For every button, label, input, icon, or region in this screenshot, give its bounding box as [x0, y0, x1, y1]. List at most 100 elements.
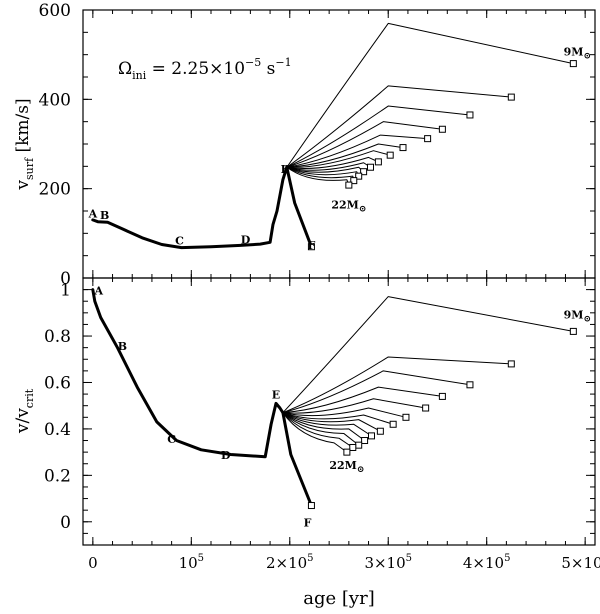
- mass-track-end-marker: [349, 443, 357, 451]
- mass-track-end-marker: [350, 177, 358, 185]
- mass-track-end-marker: [507, 360, 515, 368]
- mass-track-line: [286, 105, 471, 168]
- x-tick-label: 2×105: [266, 553, 314, 572]
- mass-track-end-marker: [355, 172, 363, 180]
- y-tick-label: 1: [60, 281, 71, 301]
- mass-track-line: [282, 412, 365, 441]
- phase-label-f: F: [308, 239, 316, 252]
- mass-track-line: [286, 162, 371, 171]
- mass-track-line: [286, 166, 364, 173]
- phase-label-c: C: [167, 433, 176, 446]
- mass-track-line: [286, 166, 355, 181]
- mass-label: 9M⊙: [564, 308, 591, 324]
- mass-track-line: [282, 412, 394, 425]
- phase-label-d: D: [221, 449, 231, 462]
- bottom-ylabel-sub: crit: [23, 388, 36, 408]
- mass-track-end-marker: [343, 448, 351, 456]
- mass-track-line: [286, 121, 443, 168]
- mass-track-line: [286, 166, 360, 177]
- mass-label: 9M⊙: [564, 45, 591, 61]
- main-track-line: [91, 288, 285, 459]
- x-tick-label: 3×105: [364, 553, 412, 572]
- top-ylabel-units: [km/s]: [13, 98, 33, 152]
- mass-track-end-marker: [360, 168, 368, 176]
- mass-track-line: [282, 356, 512, 414]
- phase-label-b: B: [118, 340, 127, 353]
- y-tick-label: 200: [39, 180, 71, 200]
- phase-label-d: D: [241, 234, 251, 247]
- x-axis-label: age [yr]: [303, 588, 374, 609]
- omega-symbol: Ω: [118, 59, 132, 79]
- mass-track-end-marker: [367, 163, 375, 171]
- mass-track-end-marker: [402, 413, 410, 421]
- f-end-marker: [307, 243, 315, 251]
- mass-track-line: [282, 412, 381, 432]
- mass-track-line: [286, 143, 404, 168]
- mass-track-end-marker: [438, 392, 446, 400]
- chart-marks: 0 105 2×105 3×105 4×105 5×105 0 200 400 600 0 0.2 0.…: [39, 1, 600, 572]
- x-tick-label: 105: [179, 553, 204, 572]
- mass-track-end-marker: [438, 125, 446, 133]
- y-tick-label: 0.6: [44, 373, 71, 393]
- mass-track-line: [286, 134, 428, 168]
- mass-track-end-marker: [345, 181, 353, 189]
- phase-label-a: A: [93, 284, 103, 297]
- svg-text:vsurf [km/s]: vsurf [km/s]: [13, 98, 36, 190]
- x-tick-label: 0: [88, 554, 98, 572]
- mass-track-end-marker: [374, 158, 382, 166]
- bottom-ylabel: v/vcrit: [13, 388, 36, 434]
- y-tick-label: 0: [60, 513, 71, 533]
- mass-track-end-marker: [424, 135, 432, 143]
- mass-track-line: [282, 412, 372, 437]
- mass-track-end-marker: [422, 404, 430, 412]
- phase-label-f: F: [304, 516, 312, 529]
- mass-track-end-marker: [569, 60, 577, 68]
- y-tick-label: 600: [39, 1, 71, 21]
- bottom-ylabel-v: v/v: [13, 408, 33, 434]
- mass-track-line: [286, 156, 379, 169]
- mass-label: 22M⊙: [329, 459, 364, 475]
- phase-label-b: B: [100, 209, 109, 222]
- mass-label: 22M⊙: [331, 198, 366, 214]
- f-branch-line: [285, 165, 313, 249]
- top-ylabel: vsurf [km/s]: [13, 98, 36, 190]
- mass-track-line: [282, 398, 426, 414]
- y-tick-label: 0.2: [44, 466, 71, 486]
- phase-label-a: A: [88, 208, 98, 221]
- mass-track-line: [286, 166, 350, 186]
- mass-track-end-marker: [361, 437, 369, 445]
- omega-eq: = 2.25×10: [146, 59, 245, 79]
- mass-track-end-marker: [386, 151, 394, 159]
- phase-label-c: C: [175, 235, 184, 248]
- y-tick-label: 0.8: [44, 327, 71, 347]
- top-panel-frame: [82, 9, 596, 279]
- omega-annotation: Ωini = 2.25×10−5 s−1: [118, 56, 292, 82]
- phase-label-e: E: [272, 389, 280, 402]
- mass-track-line: [286, 22, 574, 168]
- mass-track-end-marker: [367, 432, 375, 440]
- mass-track-line: [282, 296, 574, 414]
- bottom-panel-frame: [82, 277, 596, 546]
- y-tick-label: 400: [39, 90, 71, 110]
- mass-track-line: [286, 85, 512, 168]
- mass-track-end-marker: [376, 427, 384, 435]
- mass-track-line: [282, 412, 360, 446]
- mass-track-end-marker: [507, 93, 515, 101]
- svg-text:v/vcrit: v/vcrit: [13, 388, 36, 434]
- omega-exp: −5: [245, 56, 261, 69]
- mass-track-line: [286, 150, 391, 168]
- mass-track-line: [282, 370, 471, 414]
- mass-track-line: [282, 386, 443, 414]
- main-track-line: [91, 165, 289, 250]
- f-end-marker: [307, 502, 315, 510]
- mass-track-line: [282, 412, 348, 453]
- top-ylabel-sub: surf: [23, 157, 36, 180]
- omega-unit-exp: −1: [275, 56, 291, 69]
- top-ylabel-v: v: [13, 180, 33, 191]
- y-tick-label: 0.4: [44, 420, 71, 440]
- mass-track-end-marker: [399, 144, 407, 152]
- mass-track-end-marker: [355, 441, 363, 449]
- y-tick-label: 0: [60, 269, 71, 289]
